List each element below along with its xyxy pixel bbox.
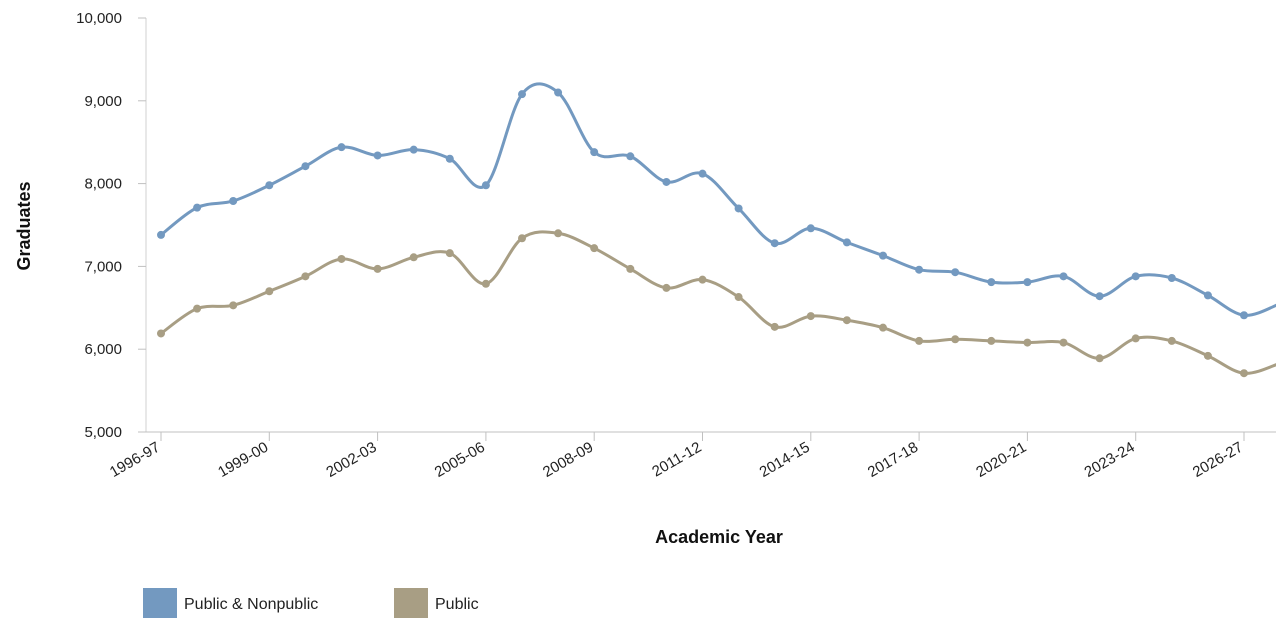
data-point-public[interactable] (193, 304, 202, 313)
data-point-public-nonpublic[interactable] (337, 143, 346, 152)
y-tick-label: 9,000 (84, 93, 122, 110)
y-tick-label: 10,000 (76, 10, 122, 27)
data-point-public-nonpublic[interactable] (518, 90, 526, 99)
x-axis-ticks: 1996-97 1999-00 2002-03 2005-06 2008-09 2011-… (107, 432, 1246, 481)
x-tick-label: 2014-15 (757, 439, 813, 481)
data-point-public-nonpublic[interactable] (1059, 272, 1068, 281)
data-point-public-nonpublic[interactable] (698, 169, 707, 178)
data-point-public[interactable] (409, 253, 418, 262)
data-point-public[interactable] (1240, 369, 1248, 378)
data-point-public[interactable] (337, 254, 346, 263)
y-axis-title: Graduates (14, 181, 34, 270)
series-line-public (160, 230, 1276, 375)
data-point-public-nonpublic[interactable] (301, 162, 310, 171)
x-tick-label: 2002-03 (323, 439, 379, 481)
data-point-public-nonpublic[interactable] (662, 177, 671, 186)
data-point-public[interactable] (157, 329, 165, 338)
legend-swatch-public (394, 588, 428, 618)
legend: Public & Nonpublic Public (143, 588, 479, 618)
data-point-public-nonpublic[interactable] (481, 181, 490, 190)
data-point-public[interactable] (626, 264, 635, 273)
data-point-public[interactable] (1059, 338, 1068, 347)
data-point-public-nonpublic[interactable] (1167, 273, 1176, 282)
data-point-public[interactable] (915, 336, 924, 345)
series-line-public-nonpublic (160, 82, 1276, 317)
series-layer (157, 82, 1276, 378)
legend-item-public[interactable]: Public (394, 588, 479, 618)
x-tick-label: 2008-09 (540, 439, 596, 481)
data-point-public[interactable] (518, 234, 526, 243)
data-point-public-nonpublic[interactable] (229, 196, 238, 205)
data-point-public[interactable] (265, 287, 274, 296)
x-tick-label: 2026-27 (1190, 439, 1246, 481)
data-point-public-nonpublic[interactable] (265, 181, 274, 190)
x-tick-label: 2017-18 (865, 439, 921, 481)
data-point-public[interactable] (229, 301, 238, 310)
data-point-public[interactable] (734, 293, 743, 302)
data-point-public[interactable] (1131, 334, 1140, 343)
data-point-public-nonpublic[interactable] (193, 203, 202, 212)
data-point-public-nonpublic[interactable] (1131, 272, 1140, 281)
x-tick-label: 2020-21 (973, 439, 1029, 481)
data-point-public-nonpublic[interactable] (445, 154, 454, 163)
legend-label-public: Public (435, 596, 479, 613)
legend-swatch-public-nonpublic (143, 588, 177, 618)
data-point-public[interactable] (1167, 336, 1176, 345)
data-point-public[interactable] (301, 272, 310, 281)
x-tick-label: 1996-97 (107, 439, 163, 481)
data-point-public-nonpublic[interactable] (590, 148, 599, 157)
data-point-public[interactable] (806, 312, 815, 321)
data-point-public-nonpublic[interactable] (879, 251, 887, 260)
data-point-public-nonpublic[interactable] (915, 265, 924, 274)
data-point-public[interactable] (879, 323, 887, 332)
data-point-public-nonpublic[interactable] (1023, 278, 1032, 287)
data-point-public-nonpublic[interactable] (806, 224, 815, 233)
legend-item-public-nonpublic[interactable]: Public & Nonpublic (143, 588, 318, 618)
data-point-public-nonpublic[interactable] (1203, 291, 1212, 300)
data-point-public[interactable] (590, 244, 599, 253)
data-point-public[interactable] (554, 229, 563, 238)
data-point-public[interactable] (951, 335, 960, 344)
x-tick-label: 2005-06 (432, 439, 488, 481)
data-point-public[interactable] (987, 336, 996, 345)
x-axis-title: Academic Year (655, 527, 783, 547)
data-point-public-nonpublic[interactable] (1240, 311, 1248, 320)
y-tick-label: 5,000 (84, 424, 122, 441)
data-point-public[interactable] (445, 249, 454, 258)
y-tick-label: 6,000 (84, 341, 122, 358)
data-point-public-nonpublic[interactable] (734, 204, 743, 213)
y-axis-ticks: 5,000 6,000 7,000 8,000 9,000 10,000 (76, 10, 146, 441)
data-point-public-nonpublic[interactable] (987, 278, 996, 287)
data-point-public[interactable] (1023, 338, 1032, 347)
data-point-public-nonpublic[interactable] (409, 145, 418, 154)
data-point-public[interactable] (770, 322, 779, 331)
data-point-public-nonpublic[interactable] (554, 88, 563, 97)
data-point-public-nonpublic[interactable] (626, 152, 635, 161)
data-point-public-nonpublic[interactable] (157, 230, 165, 239)
data-point-public[interactable] (481, 279, 490, 288)
data-point-public-nonpublic[interactable] (373, 151, 382, 160)
data-point-public[interactable] (1203, 351, 1212, 360)
data-point-public[interactable] (842, 316, 851, 325)
x-tick-label: 2011-12 (649, 439, 704, 481)
x-tick-label: 1999-00 (215, 439, 271, 481)
y-tick-label: 8,000 (84, 176, 122, 193)
data-point-public-nonpublic[interactable] (1095, 292, 1104, 301)
data-point-public[interactable] (373, 264, 382, 273)
data-point-public-nonpublic[interactable] (951, 268, 960, 277)
data-point-public[interactable] (1095, 354, 1104, 363)
data-point-public-nonpublic[interactable] (842, 238, 851, 247)
data-point-public[interactable] (662, 283, 671, 292)
legend-label-public-nonpublic: Public & Nonpublic (184, 596, 318, 613)
data-point-public-nonpublic[interactable] (770, 239, 779, 248)
y-tick-label: 7,000 (84, 258, 122, 275)
data-point-public[interactable] (698, 275, 707, 284)
x-tick-label: 2023-24 (1082, 439, 1138, 481)
